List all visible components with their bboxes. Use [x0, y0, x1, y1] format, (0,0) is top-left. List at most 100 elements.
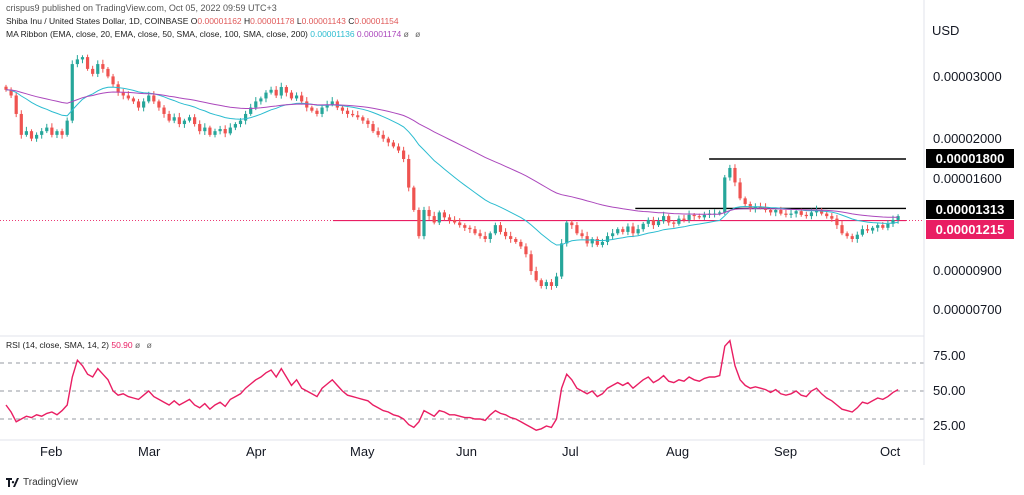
candle-body	[330, 101, 334, 105]
candles	[4, 54, 900, 290]
candle-body	[570, 222, 574, 226]
rsi-tick: 25.00	[933, 418, 966, 433]
candle-body	[396, 146, 401, 151]
candle-body	[636, 229, 640, 234]
candle-body	[774, 209, 778, 213]
candle-body	[855, 234, 859, 239]
candle-body	[794, 211, 798, 214]
brand-label: TradingView	[23, 477, 79, 488]
candle-body	[544, 282, 548, 286]
candle-body	[692, 214, 696, 217]
candle-body	[407, 159, 411, 188]
legend-rsi-value: 50.90	[111, 340, 133, 350]
candle-body	[825, 213, 829, 217]
tradingview-brand[interactable]: TradingView	[6, 477, 78, 488]
candle-body	[830, 216, 834, 219]
candle-body	[65, 120, 69, 135]
candle-body	[835, 218, 839, 226]
price-tag-current: 0.00001215	[926, 220, 1014, 239]
candle-body	[121, 92, 125, 96]
candle-body	[254, 101, 258, 108]
candle-body	[575, 225, 579, 234]
candle-body	[213, 131, 217, 135]
candle-body	[300, 95, 304, 102]
legend-o-label: O	[190, 16, 198, 26]
tradingview-logo-icon	[6, 477, 20, 487]
candle-body	[55, 131, 59, 135]
candle-body	[111, 76, 115, 85]
candle-body	[40, 131, 44, 135]
candle-body	[386, 138, 390, 143]
candle-body	[865, 229, 870, 231]
candle-body	[871, 227, 875, 231]
annotation-lines	[0, 158, 924, 222]
candle-body	[427, 209, 431, 217]
ema-lines	[5, 86, 899, 246]
legend-ma-row[interactable]: MA Ribbon (EMA, close, 20, EMA, close, 5…	[6, 29, 422, 39]
candle-body	[136, 101, 141, 108]
candle-body	[340, 107, 345, 111]
rsi-visibility-toggle-icon[interactable]: ø ø	[135, 340, 154, 350]
legend-ma-value-1: 0.00001136	[310, 29, 355, 39]
candle-body	[621, 229, 625, 232]
candle-body	[524, 246, 528, 255]
legend-rsi-row[interactable]: RSI (14, close, SMA, 14, 2) 50.90 ø ø	[6, 340, 154, 350]
candle-body	[514, 239, 518, 242]
candle-body	[687, 214, 691, 220]
legend-c-label: C	[348, 16, 355, 26]
candle-body	[565, 222, 569, 244]
month-label: Mar	[138, 444, 161, 459]
candle-body	[432, 216, 436, 223]
grid	[0, 362, 924, 420]
candle-body	[187, 117, 192, 121]
candle-body	[580, 233, 584, 237]
candle-body	[784, 213, 788, 215]
candle-body	[34, 134, 39, 139]
candle-body	[157, 101, 161, 108]
candle-body	[605, 236, 610, 242]
legend-symbol: Shiba Inu / United States Dollar, 1D, CO…	[6, 16, 189, 26]
candle-body	[208, 127, 212, 135]
candle-body	[294, 95, 299, 99]
candle-body	[498, 225, 503, 232]
candle-body	[488, 233, 492, 239]
candle-body	[743, 198, 747, 205]
candle-body	[24, 131, 28, 135]
candle-body	[218, 129, 222, 132]
candle-body	[284, 87, 288, 93]
candle-body	[29, 131, 34, 139]
candle-body	[804, 214, 808, 217]
rsi-tick: 50.00	[933, 383, 966, 398]
candle-body	[631, 226, 635, 234]
candle-body	[549, 282, 554, 286]
candle-body	[702, 214, 706, 218]
price-tag-resistance-high: 0.00001800	[926, 149, 1014, 168]
candle-body	[560, 243, 564, 277]
candle-body	[611, 233, 615, 237]
candle-body	[361, 117, 365, 121]
candle-body	[85, 57, 90, 69]
candle-body	[779, 209, 783, 214]
candle-body	[728, 167, 732, 178]
candle-body	[646, 219, 650, 224]
candle-body	[356, 115, 360, 118]
candle-body	[656, 221, 661, 226]
month-label: Sep	[774, 444, 798, 459]
candle-body	[167, 113, 171, 121]
candle-body	[274, 89, 278, 96]
candle-body	[886, 223, 890, 228]
candle-body	[554, 276, 559, 286]
candle-body	[529, 254, 533, 272]
candle-body	[452, 219, 457, 223]
candle-body	[442, 212, 446, 218]
visibility-toggle-icon[interactable]: ø ø	[403, 29, 423, 39]
currency-label[interactable]: USD	[932, 23, 960, 38]
candle-body	[70, 64, 74, 121]
candle-body	[259, 98, 263, 102]
candle-body	[600, 241, 605, 245]
candle-body	[223, 129, 227, 134]
candle-body	[177, 117, 181, 125]
rsi-tick: 75.00	[933, 348, 966, 363]
candle-body	[458, 222, 462, 226]
